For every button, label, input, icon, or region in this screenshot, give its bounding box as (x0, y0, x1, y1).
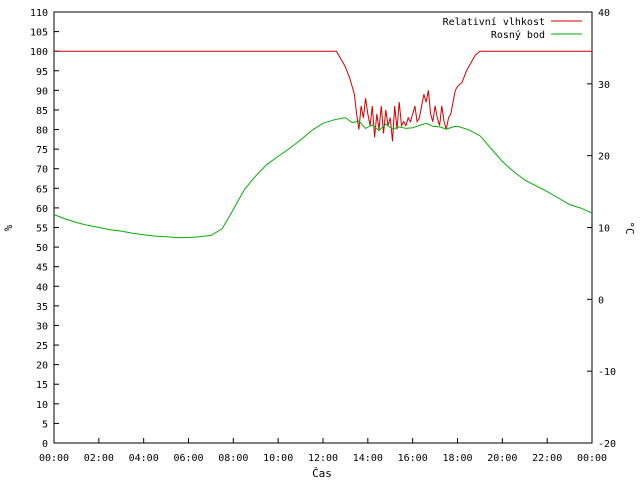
y-tick-label: 75 (36, 145, 48, 156)
y-tick-label: 55 (36, 224, 48, 235)
legend-label-dewpoint: Rosný bod (491, 29, 545, 41)
x-tick-label: 02:00 (84, 453, 114, 464)
y-tick-label: 60 (36, 204, 48, 215)
y-tick-label: 25 (36, 341, 48, 352)
x-tick-label: 14:00 (353, 453, 383, 464)
y2-axis-label: °C (623, 221, 636, 234)
x-axis-ticks: 00:00 02:00 04:00 06:00 08:00 10:00 12:00 14:00… (39, 438, 607, 464)
series-layer (53, 50, 593, 239)
dewpoint-series-line (53, 117, 593, 239)
legend: Relativní vlhkost Rosný bod (443, 16, 582, 41)
x-tick-label: 00:00 (39, 453, 69, 464)
y-tick-label: 95 (36, 67, 48, 78)
y-tick-label: 45 (36, 263, 48, 274)
y-axis-label: % (2, 224, 15, 231)
y-tick-label: 70 (36, 165, 48, 176)
y-tick-label: 105 (30, 28, 48, 39)
y2-tick-label: 20 (598, 152, 610, 163)
y-tick-label: 30 (36, 321, 48, 332)
y-tick-label: 5 (42, 419, 48, 430)
y-tick-label: 20 (36, 361, 48, 372)
y2-tick-label: 0 (598, 295, 604, 306)
y-tick-label: 10 (36, 400, 48, 411)
y-tick-label: 40 (36, 282, 48, 293)
right-axis-ticks: -20 -10 0 10 20 30 40 (587, 8, 616, 450)
y-tick-label: 50 (36, 243, 48, 254)
y2-tick-label: -10 (598, 367, 616, 378)
y-tick-label: 85 (36, 106, 48, 117)
x-tick-label: 00:00 (577, 453, 607, 464)
humidity-series-line (54, 50, 592, 142)
x-tick-label: 20:00 (487, 453, 517, 464)
y-tick-label: 0 (42, 439, 48, 450)
y2-tick-label: 30 (598, 80, 610, 91)
x-tick-label: 04:00 (129, 453, 159, 464)
x-tick-label: 10:00 (263, 453, 293, 464)
plot-frame (53, 11, 593, 444)
y-tick-label: 15 (36, 380, 48, 391)
x-tick-label: 16:00 (398, 453, 428, 464)
y2-tick-label: 10 (598, 224, 610, 235)
y-tick-label: 35 (36, 302, 48, 313)
y2-tick-label: 40 (598, 8, 610, 19)
y2-tick-label: -20 (598, 439, 616, 450)
y-tick-label: 100 (30, 47, 48, 58)
x-tick-label: 08:00 (218, 453, 248, 464)
y-tick-label: 90 (36, 86, 48, 97)
legend-label-humidity: Relativní vlhkost (443, 16, 545, 28)
y-tick-label: 65 (36, 184, 48, 195)
left-axis-ticks: 0 5 10 15 20 25 30 35 40 45 50 55 60 65 70 75 80 85 90 95 10… (30, 8, 59, 450)
y-tick-label: 110 (30, 8, 48, 19)
x-tick-label: 12:00 (308, 453, 338, 464)
y-tick-label: 80 (36, 126, 48, 137)
x-axis-label: Čas (312, 467, 332, 480)
x-tick-label: 22:00 (532, 453, 562, 464)
x-tick-label: 06:00 (173, 453, 203, 464)
x-tick-label: 18:00 (442, 453, 472, 464)
